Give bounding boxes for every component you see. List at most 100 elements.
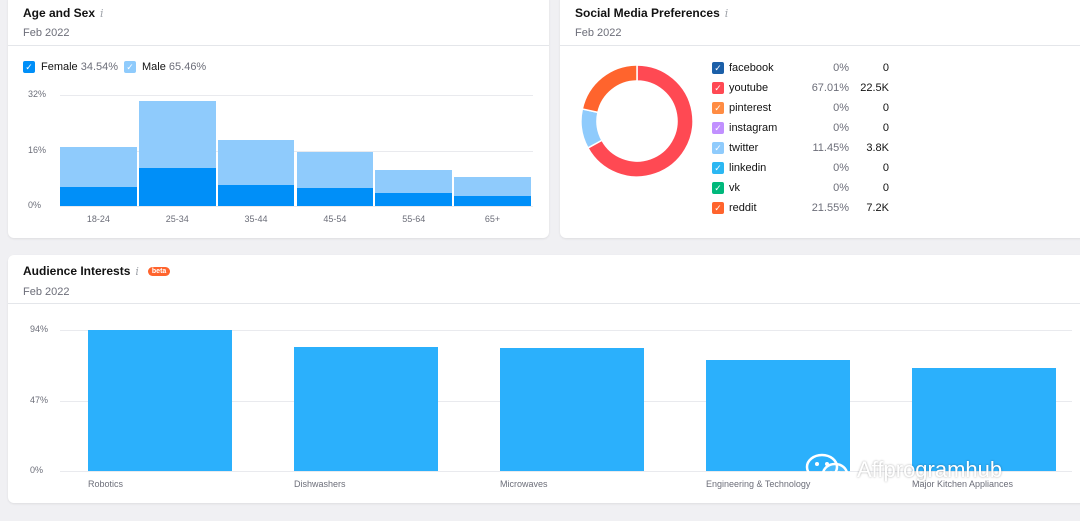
checkbox-icon[interactable]: ✓ [712,102,724,114]
checkbox-icon[interactable]: ✓ [712,162,724,174]
age-sex-date: Feb 2022 [23,27,70,39]
social-count: 0 [882,102,889,114]
divider [560,45,1080,46]
legend-male[interactable]: ✓ Male 65.46% [124,61,206,73]
social-name: facebook [729,62,774,74]
social-title: Social Media Preferences i [575,6,729,20]
bar-male [375,170,453,193]
x-tick-label: Microwaves [500,479,548,489]
interest-bar [500,348,644,471]
divider [8,45,549,46]
social-name: youtube [729,82,769,94]
social-row-twitter[interactable]: ✓ twitter 11.45% 3.8K [712,140,889,156]
gridline [60,150,533,152]
y-tick-label: 16% [28,144,47,155]
social-date: Feb 2022 [575,27,622,39]
bar-female [454,195,531,206]
social-pct: 21.55% [811,202,849,214]
donut-slice-twitter[interactable] [580,108,603,149]
social-name: twitter [729,142,759,154]
interest-bar [88,330,232,471]
interests-date: Feb 2022 [23,286,70,298]
interest-bar [706,360,850,471]
checkbox-icon[interactable]: ✓ [712,82,724,94]
info-icon[interactable]: i [724,6,729,20]
social-card: Social Media Preferences i Feb 2022 [560,0,1080,238]
watermark-text: Affprogramhub [857,457,1003,482]
social-row-vk[interactable]: ✓ vk 0% 0 [712,180,889,196]
social-name: reddit [729,202,757,214]
social-pct: 0% [833,182,849,194]
donut-slice-youtube[interactable] [586,64,694,178]
social-row-facebook[interactable]: ✓ facebook 0% 0 [712,60,889,76]
donut-slice-reddit[interactable] [581,64,638,114]
x-tick-label: Major Kitchen Appliances [912,479,1014,489]
social-pct: 0% [833,162,849,174]
bar-female [138,167,216,206]
info-icon[interactable]: i [135,264,139,278]
info-icon[interactable]: i [100,6,104,20]
social-row-reddit[interactable]: ✓ reddit 21.55% 7.2K [712,200,889,216]
social-count: 0 [882,182,889,194]
beta-badge: beta [147,266,171,276]
age-sex-title: Age and Sex i [23,6,104,20]
social-row-youtube[interactable]: ✓ youtube 67.01% 22.5K [712,80,889,96]
social-count: 0 [882,162,889,174]
social-row-instagram[interactable]: ✓ instagram 0% 0 [712,120,889,136]
social-donut-chart [580,64,694,178]
gridline [60,95,533,96]
interest-bar [294,346,438,471]
x-tick-label: 25-34 [165,214,189,224]
social-pct: 0% [833,62,849,74]
social-pct: 0% [833,102,849,114]
checkbox-icon[interactable]: ✓ [712,62,724,74]
watermark: Affprogramhub [805,452,1002,488]
gridline [60,471,1072,472]
bar-female [60,186,137,206]
checkbox-icon[interactable]: ✓ [712,182,724,194]
bar-male [454,176,531,196]
bar-female [217,185,295,206]
interests-title: Audience Interests i beta [23,264,171,278]
y-tick-label: 47% [30,394,49,405]
social-count: 22.5K [860,82,889,94]
y-tick-label: 0% [28,200,42,210]
bar-male [60,147,137,187]
checkbox-icon[interactable]: ✓ [712,122,724,134]
divider [8,303,1080,304]
checkbox-icon[interactable]: ✓ [712,142,724,154]
bar-female [296,187,374,206]
bar-male [217,140,295,186]
social-name: instagram [729,122,778,134]
social-pct: 0% [833,122,849,134]
x-tick-label: 35-44 [244,214,268,224]
social-count: 0 [882,122,889,134]
gridline [60,206,533,207]
checkbox-icon[interactable]: ✓ [124,61,136,73]
y-tick-label: 94% [30,324,49,334]
y-tick-label: 32% [28,89,47,99]
bar-male [296,152,374,188]
social-name: linkedin [729,162,767,174]
social-row-pinterest[interactable]: ✓ pinterest 0% 0 [712,100,889,116]
checkbox-icon[interactable]: ✓ [23,61,35,73]
social-name: pinterest [729,102,772,114]
social-count: 3.8K [866,142,889,154]
social-pct: 11.45% [812,142,850,154]
checkbox-icon[interactable]: ✓ [712,202,724,214]
x-tick-label: 65+ [484,214,501,224]
x-tick-label: 18-24 [86,214,110,224]
x-tick-label: Dishwashers [294,479,346,489]
social-count: 7.2K [866,202,889,214]
x-tick-label: 55-64 [402,214,426,224]
social-row-linkedin[interactable]: ✓ linkedin 0% 0 [712,160,889,176]
x-tick-label: Robotics [88,479,124,489]
bar-female [375,192,453,206]
legend-female[interactable]: ✓ Female 34.54% [23,61,118,73]
social-pct: 67.01% [811,82,849,94]
x-tick-label: 45-54 [323,214,347,224]
social-count: 0 [882,62,889,74]
wechat-icon [805,453,849,486]
social-name: vk [729,182,740,194]
x-tick-label: Engineering & Technology [706,479,811,489]
